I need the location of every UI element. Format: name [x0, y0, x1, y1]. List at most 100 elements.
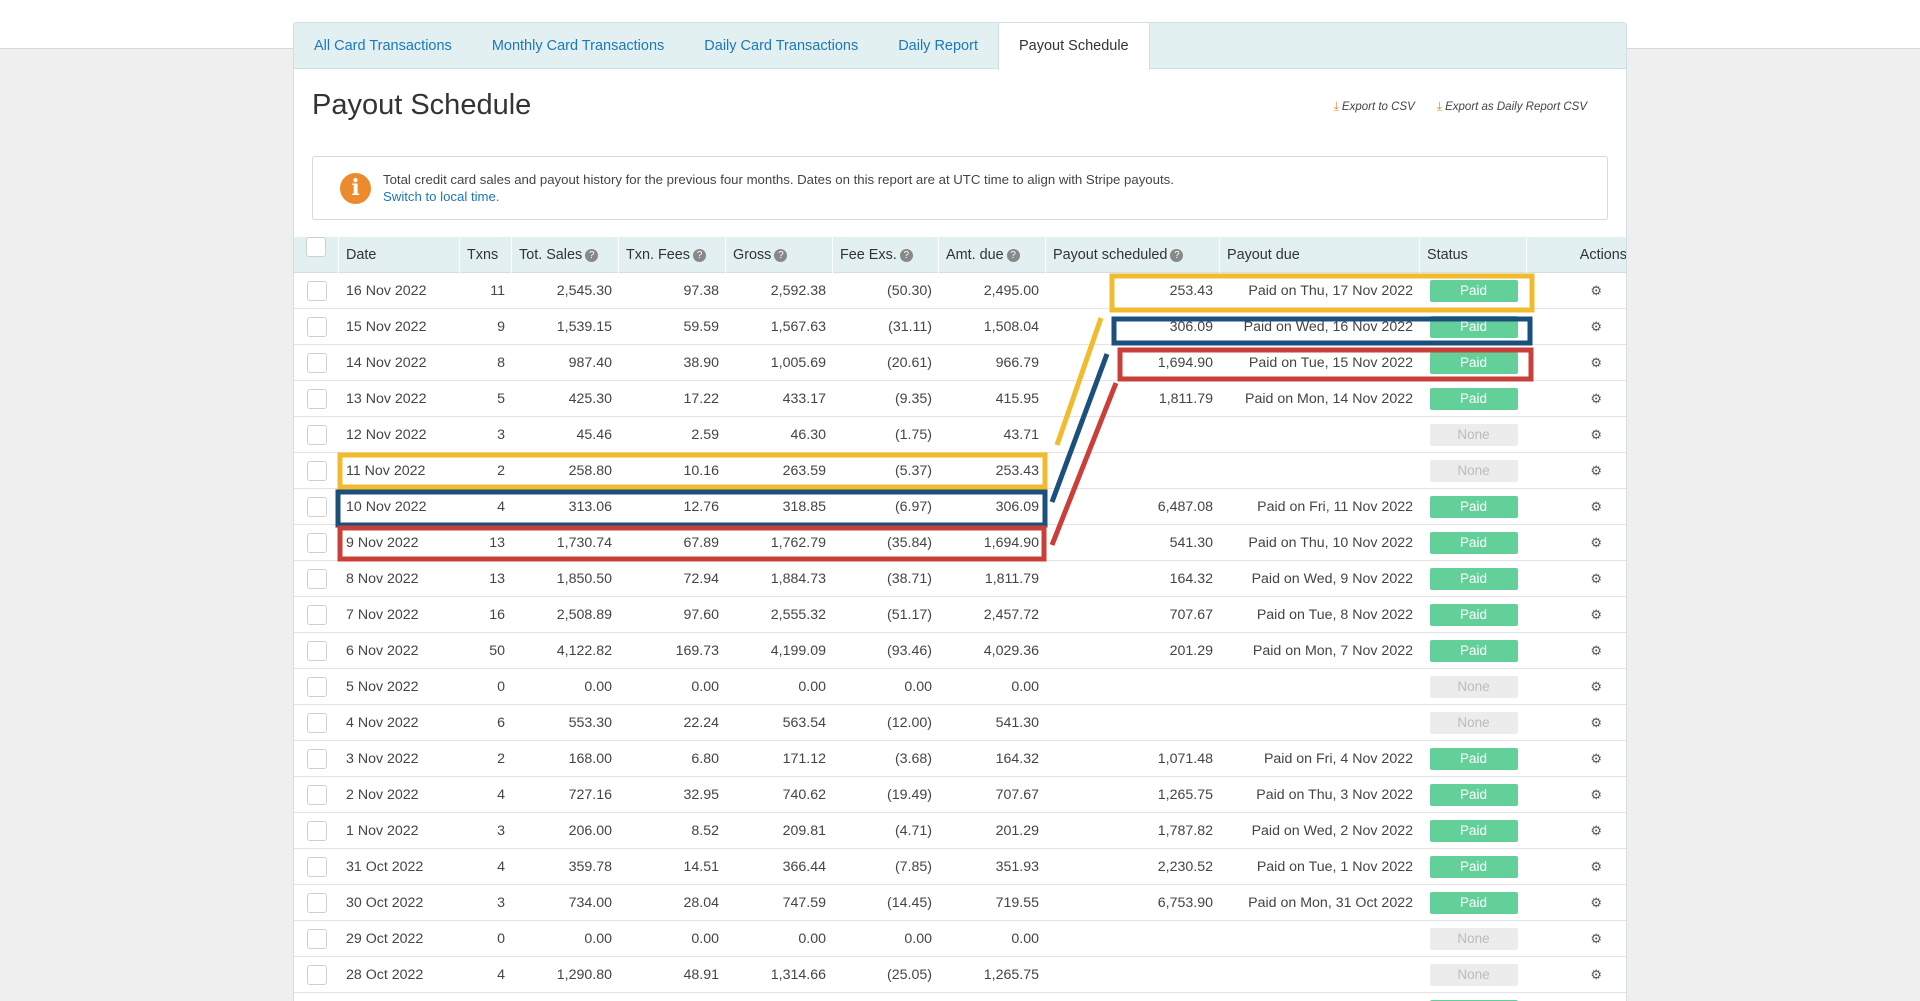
payout-scheduled-cell: 707.67: [1169, 606, 1213, 623]
txns-cell: 3: [497, 426, 505, 443]
help-icon[interactable]: ?: [1006, 248, 1020, 262]
tab-daily-report[interactable]: Daily Report: [898, 38, 978, 54]
col-gross[interactable]: Gross?: [726, 236, 833, 273]
gear-icon[interactable]: ⚙: [1590, 750, 1602, 766]
row-checkbox[interactable]: [306, 856, 327, 877]
amount-due-cell: 719.55: [995, 894, 1039, 911]
actions-cell: ⚙: [1527, 750, 1626, 767]
switch-to-local-time-link[interactable]: Switch to local time.: [383, 189, 500, 204]
row-checkbox[interactable]: [306, 280, 327, 301]
tab-monthly-card-transactions[interactable]: Monthly Card Transactions: [491, 38, 665, 54]
row-checkbox[interactable]: [306, 640, 327, 661]
date-cell: 8 Nov 2022: [346, 570, 419, 587]
gear-icon[interactable]: ⚙: [1590, 282, 1602, 298]
txn-fees-cell: 14.51: [683, 858, 719, 875]
fee-exemptions-cell: (14.45): [887, 894, 932, 911]
row-checkbox[interactable]: [306, 532, 327, 553]
help-icon[interactable]: ?: [585, 248, 599, 262]
gear-icon[interactable]: ⚙: [1590, 318, 1602, 334]
col-txns[interactable]: Txns: [460, 236, 512, 273]
total-sales-cell: 1,850.50: [556, 570, 612, 587]
row-checkbox[interactable]: [306, 820, 327, 841]
row-checkbox[interactable]: [306, 964, 327, 985]
gear-icon[interactable]: ⚙: [1590, 858, 1602, 874]
row-checkbox[interactable]: [306, 676, 327, 697]
row-checkbox[interactable]: [306, 784, 327, 805]
status-badge: Paid: [1429, 747, 1518, 770]
txn-fees-cell: 97.60: [683, 606, 719, 623]
gear-icon[interactable]: ⚙: [1590, 498, 1602, 514]
status-cell: Paid: [1420, 351, 1527, 374]
gear-icon[interactable]: ⚙: [1590, 570, 1602, 586]
row-checkbox[interactable]: [306, 712, 327, 733]
row-checkbox[interactable]: [306, 568, 327, 589]
row-checkbox[interactable]: [306, 604, 327, 625]
status-cell: Paid: [1420, 855, 1527, 878]
gear-icon[interactable]: ⚙: [1590, 966, 1602, 982]
gear-icon[interactable]: ⚙: [1590, 714, 1602, 730]
gear-icon[interactable]: ⚙: [1590, 390, 1602, 406]
table-row: Paid⚙: [294, 993, 1626, 1001]
help-icon[interactable]: ?: [899, 248, 913, 262]
table-body: 16 Nov 2022 11 2,545.30 97.38 2,592.38 (50.30…: [294, 273, 1626, 1001]
tab-all-card-transactions[interactable]: All Card Transactions: [314, 38, 452, 54]
status-cell: Paid: [1420, 999, 1527, 1001]
export-daily-report-csv-link[interactable]: ⤓ Export as Daily Report CSV: [1437, 99, 1587, 114]
gear-icon[interactable]: ⚙: [1590, 354, 1602, 370]
help-icon[interactable]: ?: [774, 248, 788, 262]
row-checkbox[interactable]: [306, 352, 327, 373]
col-payout-scheduled[interactable]: Payout scheduled?: [1046, 236, 1220, 273]
info-icon: i: [340, 173, 371, 204]
row-select-cell: [294, 388, 339, 409]
row-checkbox[interactable]: [306, 460, 327, 481]
date-cell: 5 Nov 2022: [346, 678, 419, 695]
row-checkbox[interactable]: [306, 424, 327, 445]
col-date[interactable]: Date: [339, 236, 460, 273]
row-checkbox[interactable]: [306, 496, 327, 517]
txns-cell: 2: [497, 750, 505, 767]
col-payout-due[interactable]: Payout due: [1220, 236, 1420, 273]
row-checkbox[interactable]: [306, 892, 327, 913]
tab-daily-card-transactions[interactable]: Daily Card Transactions: [704, 38, 859, 54]
txns-cell: 16: [489, 606, 505, 623]
row-checkbox[interactable]: [306, 316, 327, 337]
col-status[interactable]: Status: [1420, 236, 1527, 273]
row-checkbox[interactable]: [306, 388, 327, 409]
amount-due-cell: 1,265.75: [983, 966, 1039, 983]
gear-icon[interactable]: ⚙: [1590, 462, 1602, 478]
col-total-sales[interactable]: Tot. Sales?: [512, 236, 619, 273]
col-fee-exemptions[interactable]: Fee Exs.?: [833, 236, 939, 273]
date-cell: 7 Nov 2022: [346, 606, 419, 623]
txns-cell: 5: [497, 390, 505, 407]
gear-icon[interactable]: ⚙: [1590, 786, 1602, 802]
status-badge: None: [1429, 675, 1518, 698]
gear-icon[interactable]: ⚙: [1590, 606, 1602, 622]
gear-icon[interactable]: ⚙: [1590, 642, 1602, 658]
help-icon[interactable]: ?: [1170, 248, 1184, 262]
txn-fees-cell: 2.59: [691, 426, 719, 443]
tab-payout-schedule[interactable]: Payout Schedule: [997, 23, 1150, 70]
row-select-cell: [294, 784, 339, 805]
help-icon[interactable]: ?: [692, 248, 706, 262]
amount-due-cell: 1,811.79: [984, 570, 1039, 587]
gear-icon[interactable]: ⚙: [1590, 930, 1602, 946]
col-txn-fees[interactable]: Txn. Fees?: [619, 236, 726, 273]
gear-icon[interactable]: ⚙: [1590, 534, 1602, 550]
report-tabs: All Card Transactions Monthly Card Transa…: [294, 23, 1626, 70]
gross-cell: 209.81: [782, 822, 826, 839]
gear-icon[interactable]: ⚙: [1590, 894, 1602, 910]
gear-icon[interactable]: ⚙: [1590, 822, 1602, 838]
gear-icon[interactable]: ⚙: [1590, 426, 1602, 442]
info-text-block: Total credit card sales and payout histo…: [383, 171, 1174, 205]
payout-scheduled-cell: 1,071.48: [1157, 750, 1213, 767]
export-csv-link[interactable]: ⤓ Export to CSV: [1334, 99, 1415, 114]
amount-due-cell: 0.00: [1011, 678, 1039, 695]
amount-due-cell: 351.93: [995, 858, 1039, 875]
select-all-checkbox[interactable]: [306, 236, 326, 257]
row-checkbox[interactable]: [306, 748, 327, 769]
col-fee-exemptions-label: Fee Exs.: [840, 246, 897, 263]
gear-icon[interactable]: ⚙: [1590, 678, 1602, 694]
payout-scheduled-cell: 1,787.82: [1157, 822, 1213, 839]
col-amount-due[interactable]: Amt. due?: [939, 236, 1046, 273]
row-checkbox[interactable]: [306, 928, 327, 949]
